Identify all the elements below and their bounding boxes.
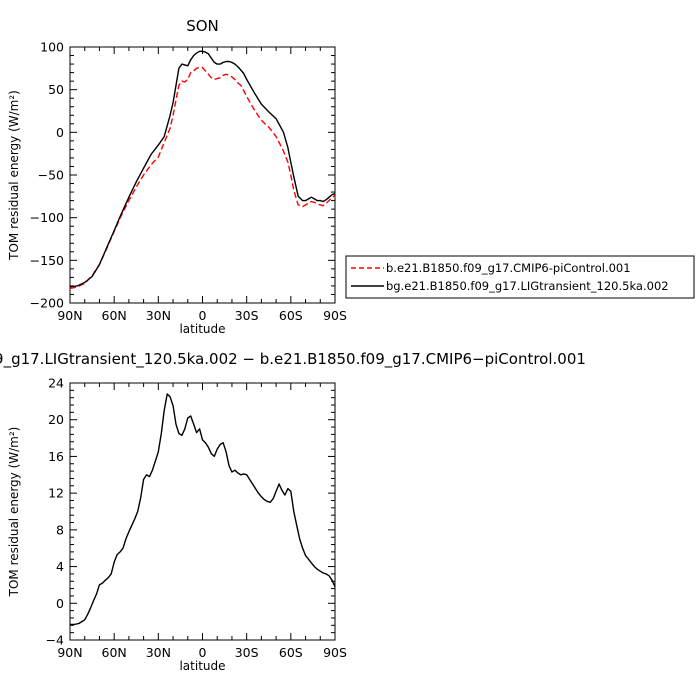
top-chart: SON 90N 60N 30N 0 30S 60S 90S −200 −150 −100 −50 0 50… — [7, 17, 695, 336]
top-ytick-label: −100 — [30, 210, 64, 225]
legend-label-1: bg.e21.B1850.f09_g17.LIGtransient_120.5k… — [386, 279, 669, 293]
top-xtick-label: 90N — [57, 308, 82, 323]
top-chart-title: SON — [186, 17, 219, 35]
bottom-xtick-label: 0 — [199, 645, 207, 660]
bottom-xtick-label: 30N — [146, 645, 171, 660]
bottom-ytick-label: 16 — [48, 449, 64, 464]
bottom-ytick-label: 20 — [48, 412, 64, 427]
bottom-xtick-label: 60S — [279, 645, 303, 660]
top-ytick-label: 100 — [40, 40, 64, 55]
top-xtick-label: 30N — [146, 308, 171, 323]
top-y-axis-label: TOM residual energy (W/m²) — [7, 90, 21, 261]
bottom-chart: bg.e21.B1850.f09_g17.LIGtransient_120.5k… — [0, 350, 586, 673]
bottom-ytick-label: −4 — [46, 633, 64, 648]
bottom-chart-title: bg.e21.B1850.f09_g17.LIGtransient_120.5k… — [0, 350, 586, 369]
top-xtick-label: 60N — [102, 308, 127, 323]
top-ytick-label: 50 — [48, 82, 64, 97]
top-xtick-label: 60S — [279, 308, 303, 323]
bottom-ytick-label: 8 — [56, 522, 64, 537]
bottom-ytick-label: 0 — [56, 596, 64, 611]
bottom-plot-frame — [69, 382, 336, 641]
top-series-line-1 — [69, 50, 336, 288]
top-xtick-label: 0 — [199, 308, 207, 323]
top-x-axis-label: latitude — [179, 322, 225, 336]
top-ytick-label: −150 — [30, 253, 64, 268]
bottom-xtick-label: 90N — [57, 645, 82, 660]
bottom-xtick-label: 90S — [323, 645, 347, 660]
bottom-x-axis-label: latitude — [179, 659, 225, 673]
top-xtick-label: 90S — [323, 308, 347, 323]
top-ytick-label: 0 — [56, 125, 64, 140]
top-ytick-label: −200 — [30, 296, 64, 311]
top-plot-frame — [69, 46, 336, 304]
bottom-y-axis-label: TOM residual energy (W/m²) — [7, 427, 21, 598]
bottom-series-line-0 — [70, 393, 336, 626]
top-xtick-label: 30S — [235, 308, 259, 323]
top-series-line-0 — [69, 66, 336, 290]
legend-box — [345, 255, 695, 299]
bottom-xtick-label: 30S — [235, 645, 259, 660]
bottom-xtick-label: 60N — [102, 645, 127, 660]
bottom-ytick-label: 4 — [56, 559, 64, 574]
bottom-ytick-label: 24 — [48, 376, 64, 391]
top-ytick-label: −50 — [38, 168, 64, 183]
bottom-ytick-label: 12 — [48, 486, 64, 501]
legend-label-0: b.e21.B1850.f09_g17.CMIP6-piControl.001 — [386, 261, 631, 275]
